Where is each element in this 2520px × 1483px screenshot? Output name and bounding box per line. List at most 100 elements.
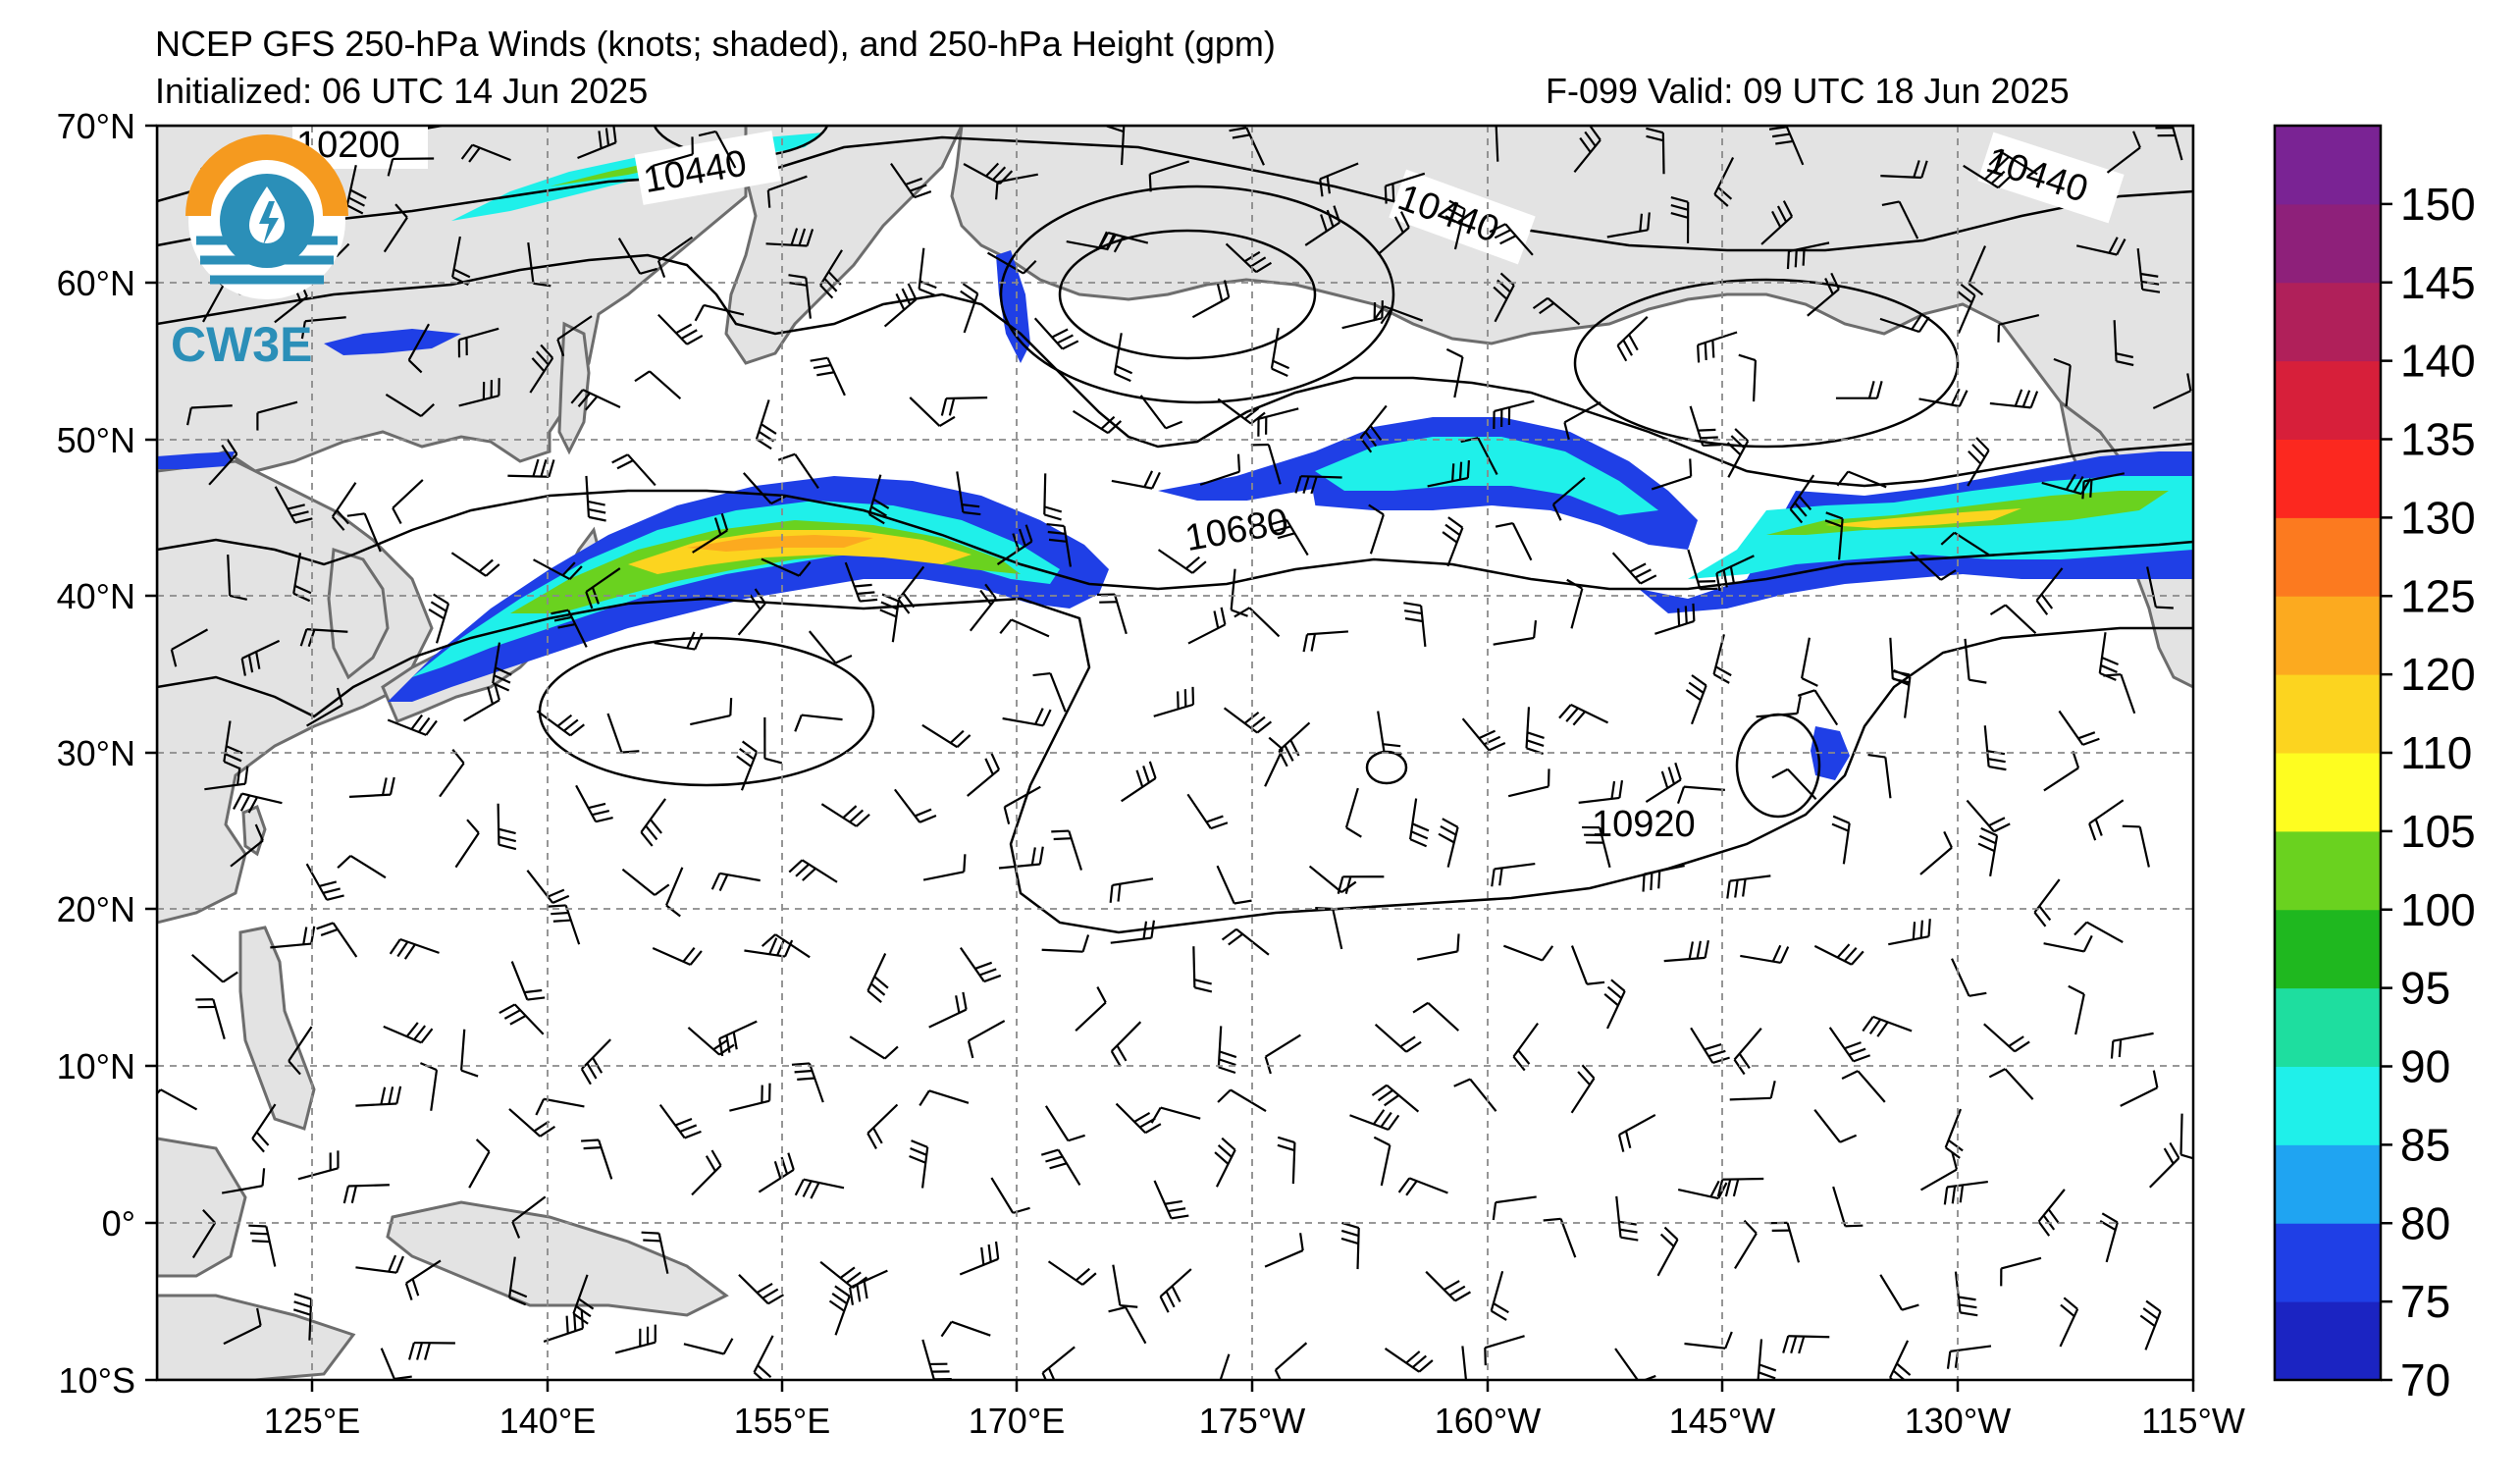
wind-barb <box>1828 1027 1871 1063</box>
wind-barb <box>1294 475 1342 495</box>
colorbar-tick-label: 140 <box>2400 336 2476 387</box>
map-title: NCEP GFS 250-hPa Winds (knots; shaded), … <box>155 24 1276 64</box>
wind-barb <box>1663 939 1709 963</box>
wind-barb <box>2074 921 2124 943</box>
wind-barb <box>204 766 249 791</box>
colorbar-tick-label: 75 <box>2400 1276 2450 1327</box>
wind-barb <box>1221 927 1270 956</box>
wind-barb <box>1642 865 1685 892</box>
wind-barb <box>1148 160 1190 192</box>
wind-barb <box>1098 232 1149 253</box>
wind-barb <box>1106 126 1126 166</box>
wind-barb <box>654 631 704 651</box>
colorbar-segment <box>2275 1223 2381 1302</box>
wind-barb <box>1824 511 1844 560</box>
wind-barb <box>1836 470 1887 489</box>
lon-label: 175°W <box>1199 1401 1305 1441</box>
wind-barb <box>251 1103 277 1153</box>
wind-barb <box>508 1108 556 1138</box>
contour-10680 <box>157 489 2193 591</box>
wind-barb <box>1002 708 1052 727</box>
longitude-labels: 125°E 140°E 155°E 170°E 175°W 160°W 145°… <box>264 1401 2245 1441</box>
wind-barb <box>2043 751 2080 792</box>
colorbar-segment <box>2275 1066 2381 1145</box>
wind-barb <box>383 1022 434 1044</box>
wind-barb <box>1150 1106 1201 1124</box>
wind-barb <box>2068 984 2085 1035</box>
wind-barb <box>753 1335 774 1380</box>
wind-barb <box>1651 458 1693 491</box>
jet-small-blob-3 <box>157 451 236 469</box>
wind-barb <box>1835 381 1883 399</box>
wind-barb <box>407 323 431 374</box>
wind-barb <box>1033 317 1079 350</box>
land-korea <box>327 547 390 680</box>
gridlines <box>157 126 2193 1380</box>
wind-barb <box>1490 1270 1509 1321</box>
wind-barb <box>492 642 512 692</box>
wind-barb <box>223 1307 262 1346</box>
wind-barb <box>967 1020 1006 1059</box>
wind-barb <box>617 238 657 275</box>
wind-barb <box>640 798 666 847</box>
wind-barb <box>1277 1136 1296 1185</box>
wind-barb <box>1397 1177 1448 1196</box>
wind-barb <box>893 788 937 823</box>
wind-barb <box>2139 1299 2162 1351</box>
wind-barb <box>1349 1109 1400 1132</box>
lightning-icon <box>259 201 279 245</box>
colorbar-segment <box>2275 674 2381 754</box>
wind-barb <box>581 1139 613 1180</box>
wind-barb <box>585 475 606 522</box>
wind-barb <box>1687 549 1718 591</box>
wind-barb <box>186 404 233 426</box>
lat-label: 40°N <box>57 576 135 616</box>
wind-barb <box>1507 768 1550 798</box>
wind-barb <box>526 870 570 904</box>
wind-barb <box>611 453 656 487</box>
contour-10440-north <box>157 135 2193 252</box>
wind-barb <box>1964 638 1987 684</box>
wind-barb <box>1072 409 1123 435</box>
wind-barb <box>1047 1260 1097 1286</box>
wind-barb <box>316 922 358 958</box>
wind-barb <box>820 803 870 827</box>
wind-barb <box>1384 172 1426 204</box>
wind-barb <box>909 1139 929 1189</box>
wind-barb <box>450 552 500 577</box>
wind-barb <box>1139 395 1183 430</box>
wind-barb <box>1371 1084 1420 1113</box>
wind-barb <box>1217 1088 1267 1113</box>
wind-barb <box>1997 313 2040 343</box>
wind-barb <box>849 1035 899 1060</box>
wind-barb <box>2098 632 2119 681</box>
wind-barb <box>2120 1070 2159 1107</box>
wind-barb <box>1199 453 1241 486</box>
wind-barb <box>1377 211 1410 256</box>
wind-barb <box>1684 1331 1733 1350</box>
wind-barb <box>1269 518 1309 556</box>
wind-barb <box>2103 673 2136 715</box>
wind-barb <box>621 868 670 896</box>
wind-barb <box>1274 1342 1308 1380</box>
colorbar-segment <box>2275 517 2381 597</box>
wind-barb <box>1831 815 1851 865</box>
wind-barb <box>614 1324 656 1354</box>
wind-barb <box>1797 689 1839 726</box>
wind-barb <box>1264 736 1285 787</box>
wind-barb <box>1337 875 1385 894</box>
wind-barb <box>848 1269 888 1305</box>
wind-barb <box>208 439 238 486</box>
wind-barb <box>777 452 819 489</box>
wind-barb <box>1495 522 1533 561</box>
wind-barb <box>940 1320 991 1338</box>
wind-barb <box>1760 200 1794 245</box>
colorbar-tick-label: 110 <box>2400 727 2472 778</box>
wind-barb <box>460 143 511 163</box>
wind-barb <box>1697 331 1738 363</box>
contour-10920 <box>157 597 2193 934</box>
wind-barb <box>1892 669 1912 718</box>
wind-barb <box>1690 1027 1730 1064</box>
wind-barb <box>919 1089 970 1107</box>
wind-barb <box>1888 919 1931 946</box>
